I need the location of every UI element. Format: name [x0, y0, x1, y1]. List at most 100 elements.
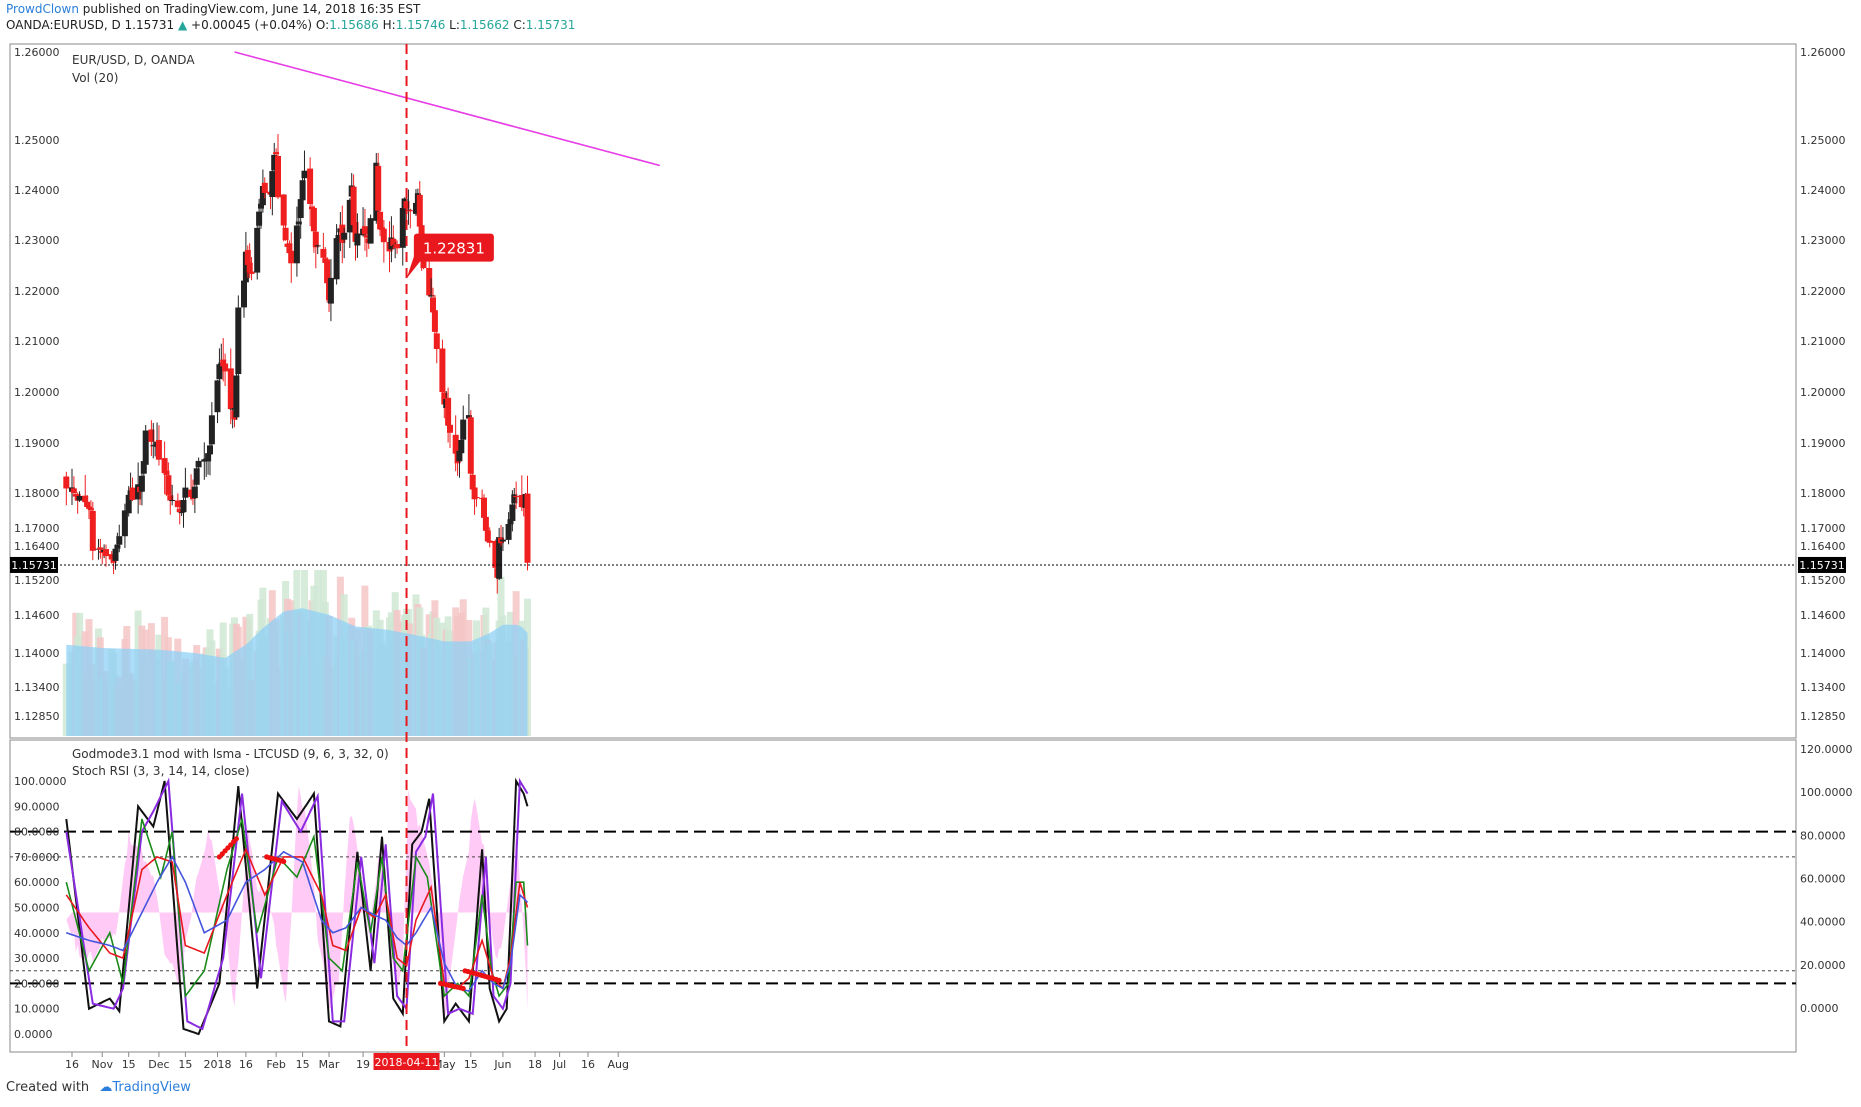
- close-label: C:: [513, 18, 526, 32]
- candle-body: [208, 415, 215, 445]
- candle-body: [214, 380, 221, 413]
- price-tick-right: 1.21000: [1800, 335, 1846, 348]
- candle-body: [246, 262, 253, 273]
- candle-body: [426, 268, 433, 296]
- indicator-tick-left: 90.0000: [14, 800, 60, 813]
- candle-body: [333, 238, 340, 280]
- candle-body: [380, 228, 387, 243]
- candle-body: [445, 397, 452, 426]
- candle-body: [431, 310, 438, 332]
- candle-body: [275, 156, 281, 198]
- candle-body: [299, 180, 306, 201]
- candle-body: [452, 434, 459, 454]
- candle-body: [207, 445, 213, 455]
- candle-body: [293, 225, 300, 264]
- candle-body: [259, 186, 266, 206]
- candle-body: [320, 249, 327, 258]
- candle-body: [428, 295, 435, 297]
- price-tick-left: 1.20000: [14, 386, 60, 399]
- price-tick-right: 1.16400: [1800, 540, 1846, 553]
- candle-body: [248, 271, 255, 274]
- candle-body: [84, 501, 91, 507]
- tradingview-brand-link[interactable]: TradingView: [112, 1080, 191, 1095]
- candle-body: [182, 487, 189, 498]
- indicator-pane-subtitle: Stoch RSI (3, 3, 14, 14, close): [72, 764, 250, 778]
- candle-body: [167, 495, 174, 501]
- candle-body: [407, 210, 414, 212]
- candle-body: [188, 489, 195, 498]
- price-tick-left: 1.14000: [14, 647, 60, 660]
- trendline-layer[interactable]: [234, 51, 660, 167]
- signal-dot: [496, 977, 502, 983]
- candle-body: [447, 424, 453, 433]
- tradingview-logo-icon[interactable]: ☁: [99, 1080, 113, 1095]
- candle-body: [295, 221, 302, 225]
- candle-body: [288, 250, 295, 264]
- high-value: 1.15746: [395, 18, 446, 32]
- x-tick-label: 19: [356, 1058, 370, 1071]
- candle-body: [193, 468, 200, 485]
- indicator-tick-left: 100.0000: [14, 775, 67, 788]
- x-tick-label: 15: [464, 1058, 478, 1071]
- candle-body: [301, 170, 308, 179]
- candle-body: [377, 211, 384, 230]
- indicator-tick-left: 80.0000: [14, 826, 60, 839]
- candle-body: [271, 154, 278, 171]
- callout-pointer: [406, 256, 424, 279]
- price-pane-title: EUR/USD, D, OANDA: [72, 53, 195, 67]
- candle-body: [229, 408, 236, 410]
- symbol-label: OANDA:EURUSD, D: [6, 18, 121, 32]
- indicator-tick-right: 100.0000: [1800, 786, 1853, 799]
- candle-body: [178, 512, 185, 514]
- last-price: 1.15731: [124, 18, 175, 32]
- candle-body: [273, 152, 280, 155]
- indicator-series-line: [66, 850, 529, 992]
- price-pane-subtitle: Vol (20): [72, 71, 118, 85]
- price-tick-left: 1.19000: [14, 437, 60, 450]
- candle-body: [108, 554, 115, 560]
- candle-body: [142, 430, 149, 465]
- change-value: +0.00045 (+0.04%): [191, 18, 313, 32]
- candle-body: [439, 348, 446, 393]
- candle-body: [129, 487, 136, 500]
- candle-body: [390, 238, 397, 246]
- author-link[interactable]: ProwdClown: [6, 2, 79, 16]
- candle-body: [465, 415, 472, 419]
- candle-body: [482, 516, 489, 531]
- candle-body: [524, 493, 531, 563]
- candle-body: [282, 227, 289, 241]
- candle-body: [140, 461, 147, 474]
- indicator-tick-left: 10.0000: [14, 1003, 60, 1016]
- candle-body: [486, 540, 493, 543]
- indicator-tick-left: 40.0000: [14, 927, 60, 940]
- x-tick-label: Aug: [607, 1058, 628, 1071]
- price-tick-left: 1.15200: [14, 574, 60, 587]
- trend-line: [234, 51, 660, 167]
- volume-layer: [62, 570, 531, 736]
- price-tick-right: 1.18000: [1800, 487, 1846, 500]
- candle-body: [354, 233, 361, 246]
- low-label: L:: [449, 18, 460, 32]
- candle-body: [484, 530, 491, 542]
- indicator-tick-left: 20.0000: [14, 977, 60, 990]
- candle-body: [63, 476, 70, 489]
- candle-body: [241, 280, 247, 308]
- candle-body: [513, 496, 520, 498]
- x-tick-label: 16: [65, 1058, 79, 1071]
- candle-body: [87, 508, 94, 511]
- price-tick-right: 1.13400: [1800, 681, 1846, 694]
- indicator-tick-left: 70.0000: [14, 851, 60, 864]
- candle-body: [471, 487, 478, 500]
- candle-body: [163, 470, 170, 475]
- candle-body: [89, 510, 96, 551]
- x-tick-label: 16: [581, 1058, 595, 1071]
- candle-body: [280, 194, 287, 226]
- candle-body: [227, 368, 234, 410]
- x-tick-label: Feb: [266, 1058, 285, 1071]
- x-tick-label: Nov: [92, 1058, 114, 1071]
- price-tick-right: 1.14000: [1800, 647, 1846, 660]
- x-tick-label: 15: [178, 1058, 192, 1071]
- indicator-tick-left: 0.0000: [14, 1028, 53, 1041]
- indicator-tick-left: 50.0000: [14, 902, 60, 915]
